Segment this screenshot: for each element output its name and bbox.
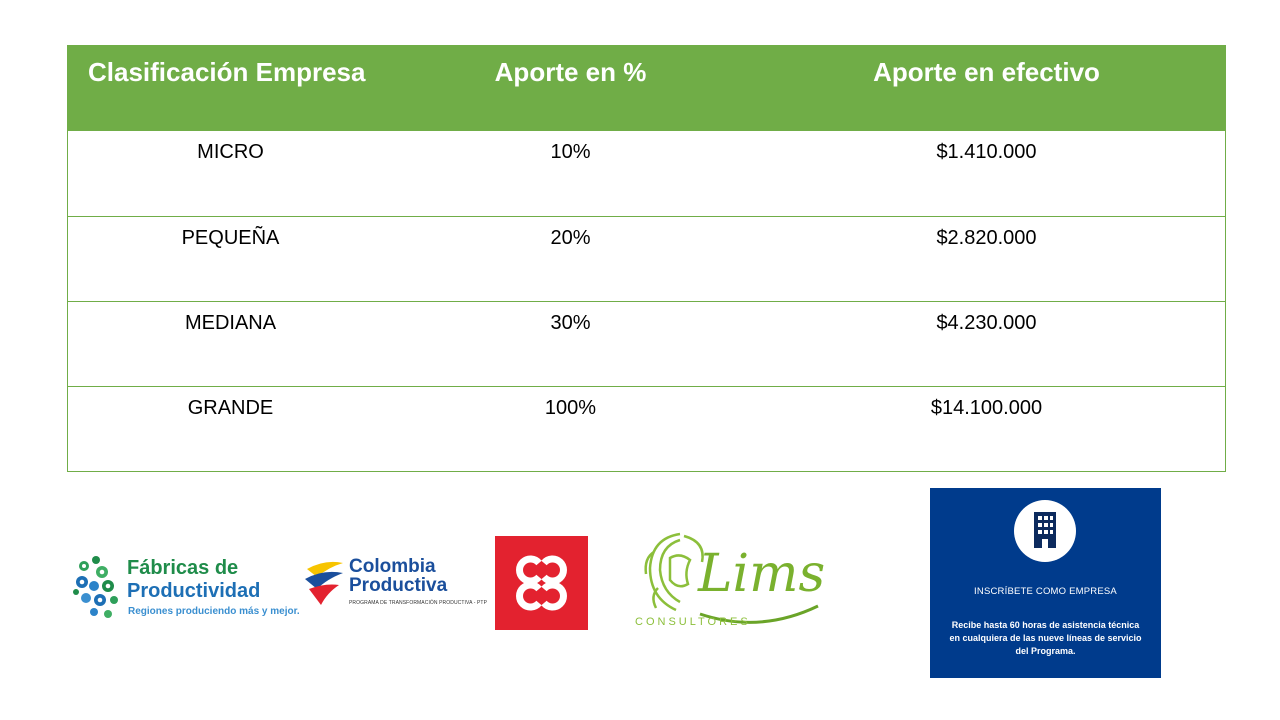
cell-clasificacion: GRANDE (187, 397, 274, 419)
colombia-productiva-logo: Colombia Productiva PROGRAMA DE TRANSFOR… (303, 553, 487, 613)
colombia-line2: Productiva (349, 575, 448, 596)
cell-efectivo: $14.100.000 (930, 397, 1043, 419)
cell-clasificacion: MEDIANA (184, 312, 277, 334)
cell-porcentaje: 100% (544, 397, 597, 419)
cell-clasificacion: MICRO (197, 141, 264, 163)
header-clasificacion: Clasificación Empresa (88, 57, 366, 87)
ccc-logo-icon (516, 555, 567, 611)
building-icon-circle (1014, 500, 1076, 562)
contribution-table: Clasificación Empresa Aporte en % Aporte… (67, 45, 1226, 472)
table-row: MICRO 10% $1.410.000 (68, 131, 1225, 216)
lims-name: Lims (698, 544, 826, 604)
card-description: Recibe hasta 60 horas de asistencia técn… (949, 620, 1142, 657)
card-title: INSCRÍBETE COMO EMPRESA (974, 586, 1117, 597)
table-body: MICRO 10% $1.410.000 PEQUEÑA 20% $2.820.… (68, 131, 1225, 471)
lims-consultores-logo: Lims CONSULTORES (630, 528, 830, 638)
fabricas-productividad-logo: Fábricas de Productividad Regiones produ… (72, 548, 300, 623)
gears-icon (73, 556, 118, 618)
cell-efectivo: $1.410.000 (936, 141, 1037, 163)
camara-comercio-logo (495, 536, 588, 630)
fabricas-tagline: Regiones produciendo más y mejor. (128, 606, 300, 617)
cell-clasificacion: PEQUEÑA (181, 227, 280, 249)
cell-efectivo: $2.820.000 (936, 227, 1037, 249)
table-row: MEDIANA 30% $4.230.000 (68, 301, 1225, 386)
fabricas-line2: Productividad (127, 580, 261, 602)
table-row: GRANDE 100% $14.100.000 (68, 386, 1225, 471)
table-row: PEQUEÑA 20% $2.820.000 (68, 216, 1225, 301)
header-aporte-porcentaje: Aporte en % (494, 57, 647, 87)
lion-icon (644, 532, 704, 612)
header-aporte-efectivo: Aporte en efectivo (873, 57, 1100, 87)
flag-swoosh-icon (305, 561, 343, 605)
cell-efectivo: $4.230.000 (936, 312, 1037, 334)
inscribete-card[interactable]: INSCRÍBETE COMO EMPRESA Recibe hasta 60 … (930, 488, 1161, 678)
colombia-line1: Colombia (349, 556, 436, 577)
cell-porcentaje: 30% (550, 312, 591, 334)
fabricas-line1: Fábricas de (127, 557, 239, 579)
lims-subtitle: CONSULTORES (635, 616, 751, 628)
table-header: Clasificación Empresa Aporte en % Aporte… (68, 46, 1225, 131)
colombia-tagline: PROGRAMA DE TRANSFORMACIÓN PRODUCTIVA - … (349, 600, 488, 606)
cell-porcentaje: 10% (550, 141, 591, 163)
cell-porcentaje: 20% (550, 227, 591, 249)
swoosh-icon (699, 604, 819, 624)
building-icon (1034, 512, 1056, 548)
